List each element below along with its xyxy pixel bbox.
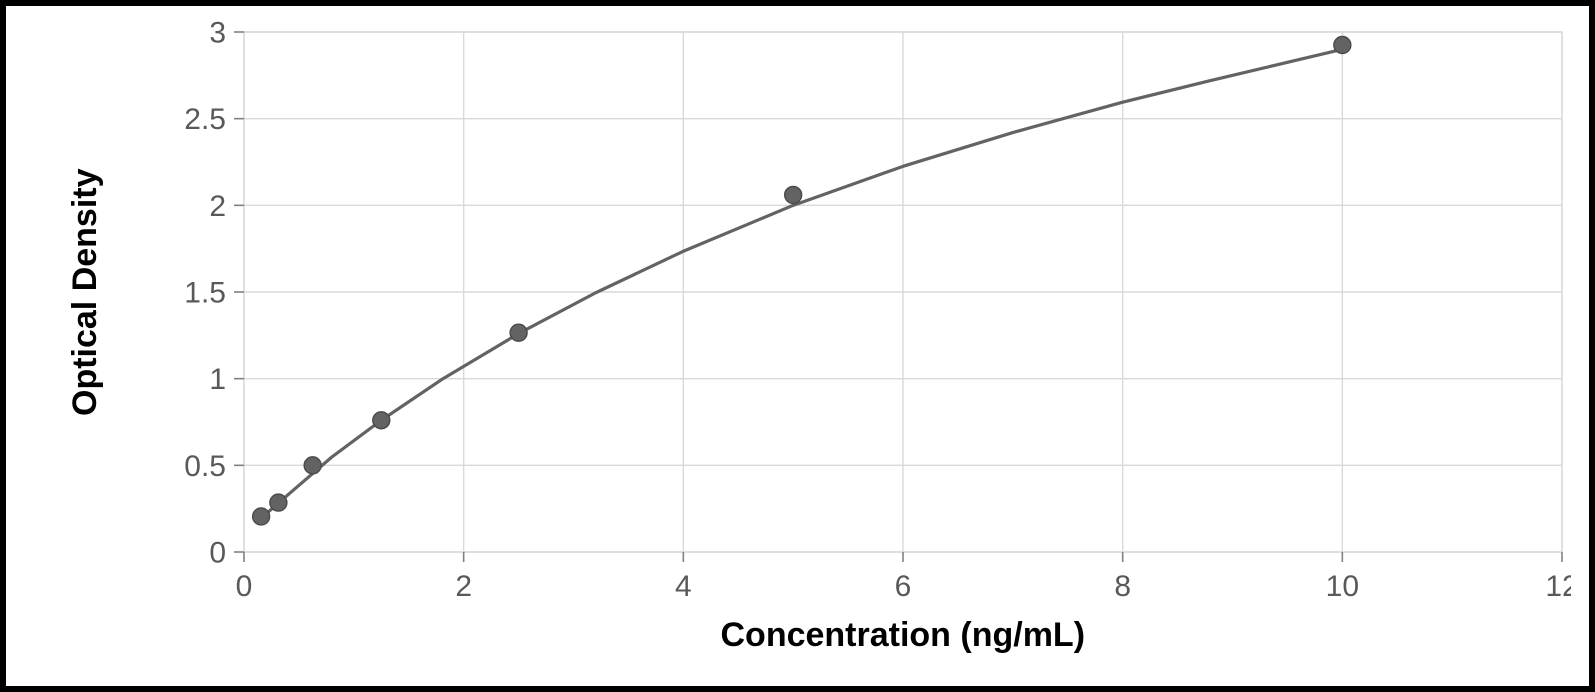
data-point xyxy=(270,494,287,511)
data-point xyxy=(510,324,527,341)
y-axis-label: Optical Density xyxy=(66,168,105,416)
x-tick-label: 8 xyxy=(1114,570,1131,603)
chart-container: 0 2 4 6 8 10 12 0 0.5 1 1.5 2 2.5 3 Optical Density C… xyxy=(24,14,1571,678)
y-tick-label: 2 xyxy=(209,190,226,223)
data-point xyxy=(1334,37,1351,54)
y-tick-label: 1 xyxy=(209,363,226,396)
chart-frame: 0 2 4 6 8 10 12 0 0.5 1 1.5 2 2.5 3 Optical Density C… xyxy=(0,0,1595,692)
x-tick-label: 10 xyxy=(1326,570,1359,603)
y-tick-label: 0 xyxy=(209,537,226,570)
x-tick-label: 0 xyxy=(236,570,253,603)
y-tick-label: 3 xyxy=(209,17,226,50)
data-point xyxy=(253,508,270,525)
x-axis-label: Concentration (ng/mL) xyxy=(721,616,1086,655)
y-tick-label: 1.5 xyxy=(184,277,226,310)
x-tick-label: 4 xyxy=(675,570,692,603)
chart-svg: 0 2 4 6 8 10 12 0 0.5 1 1.5 2 2.5 3 xyxy=(24,14,1571,678)
data-point xyxy=(373,412,390,429)
x-tick-label: 12 xyxy=(1545,570,1571,603)
y-tick-label: 2.5 xyxy=(184,103,226,136)
x-tick-label: 2 xyxy=(455,570,472,603)
x-tick-label: 6 xyxy=(895,570,912,603)
y-tick-label: 0.5 xyxy=(184,450,226,483)
data-point xyxy=(785,186,802,203)
data-point xyxy=(304,457,321,474)
